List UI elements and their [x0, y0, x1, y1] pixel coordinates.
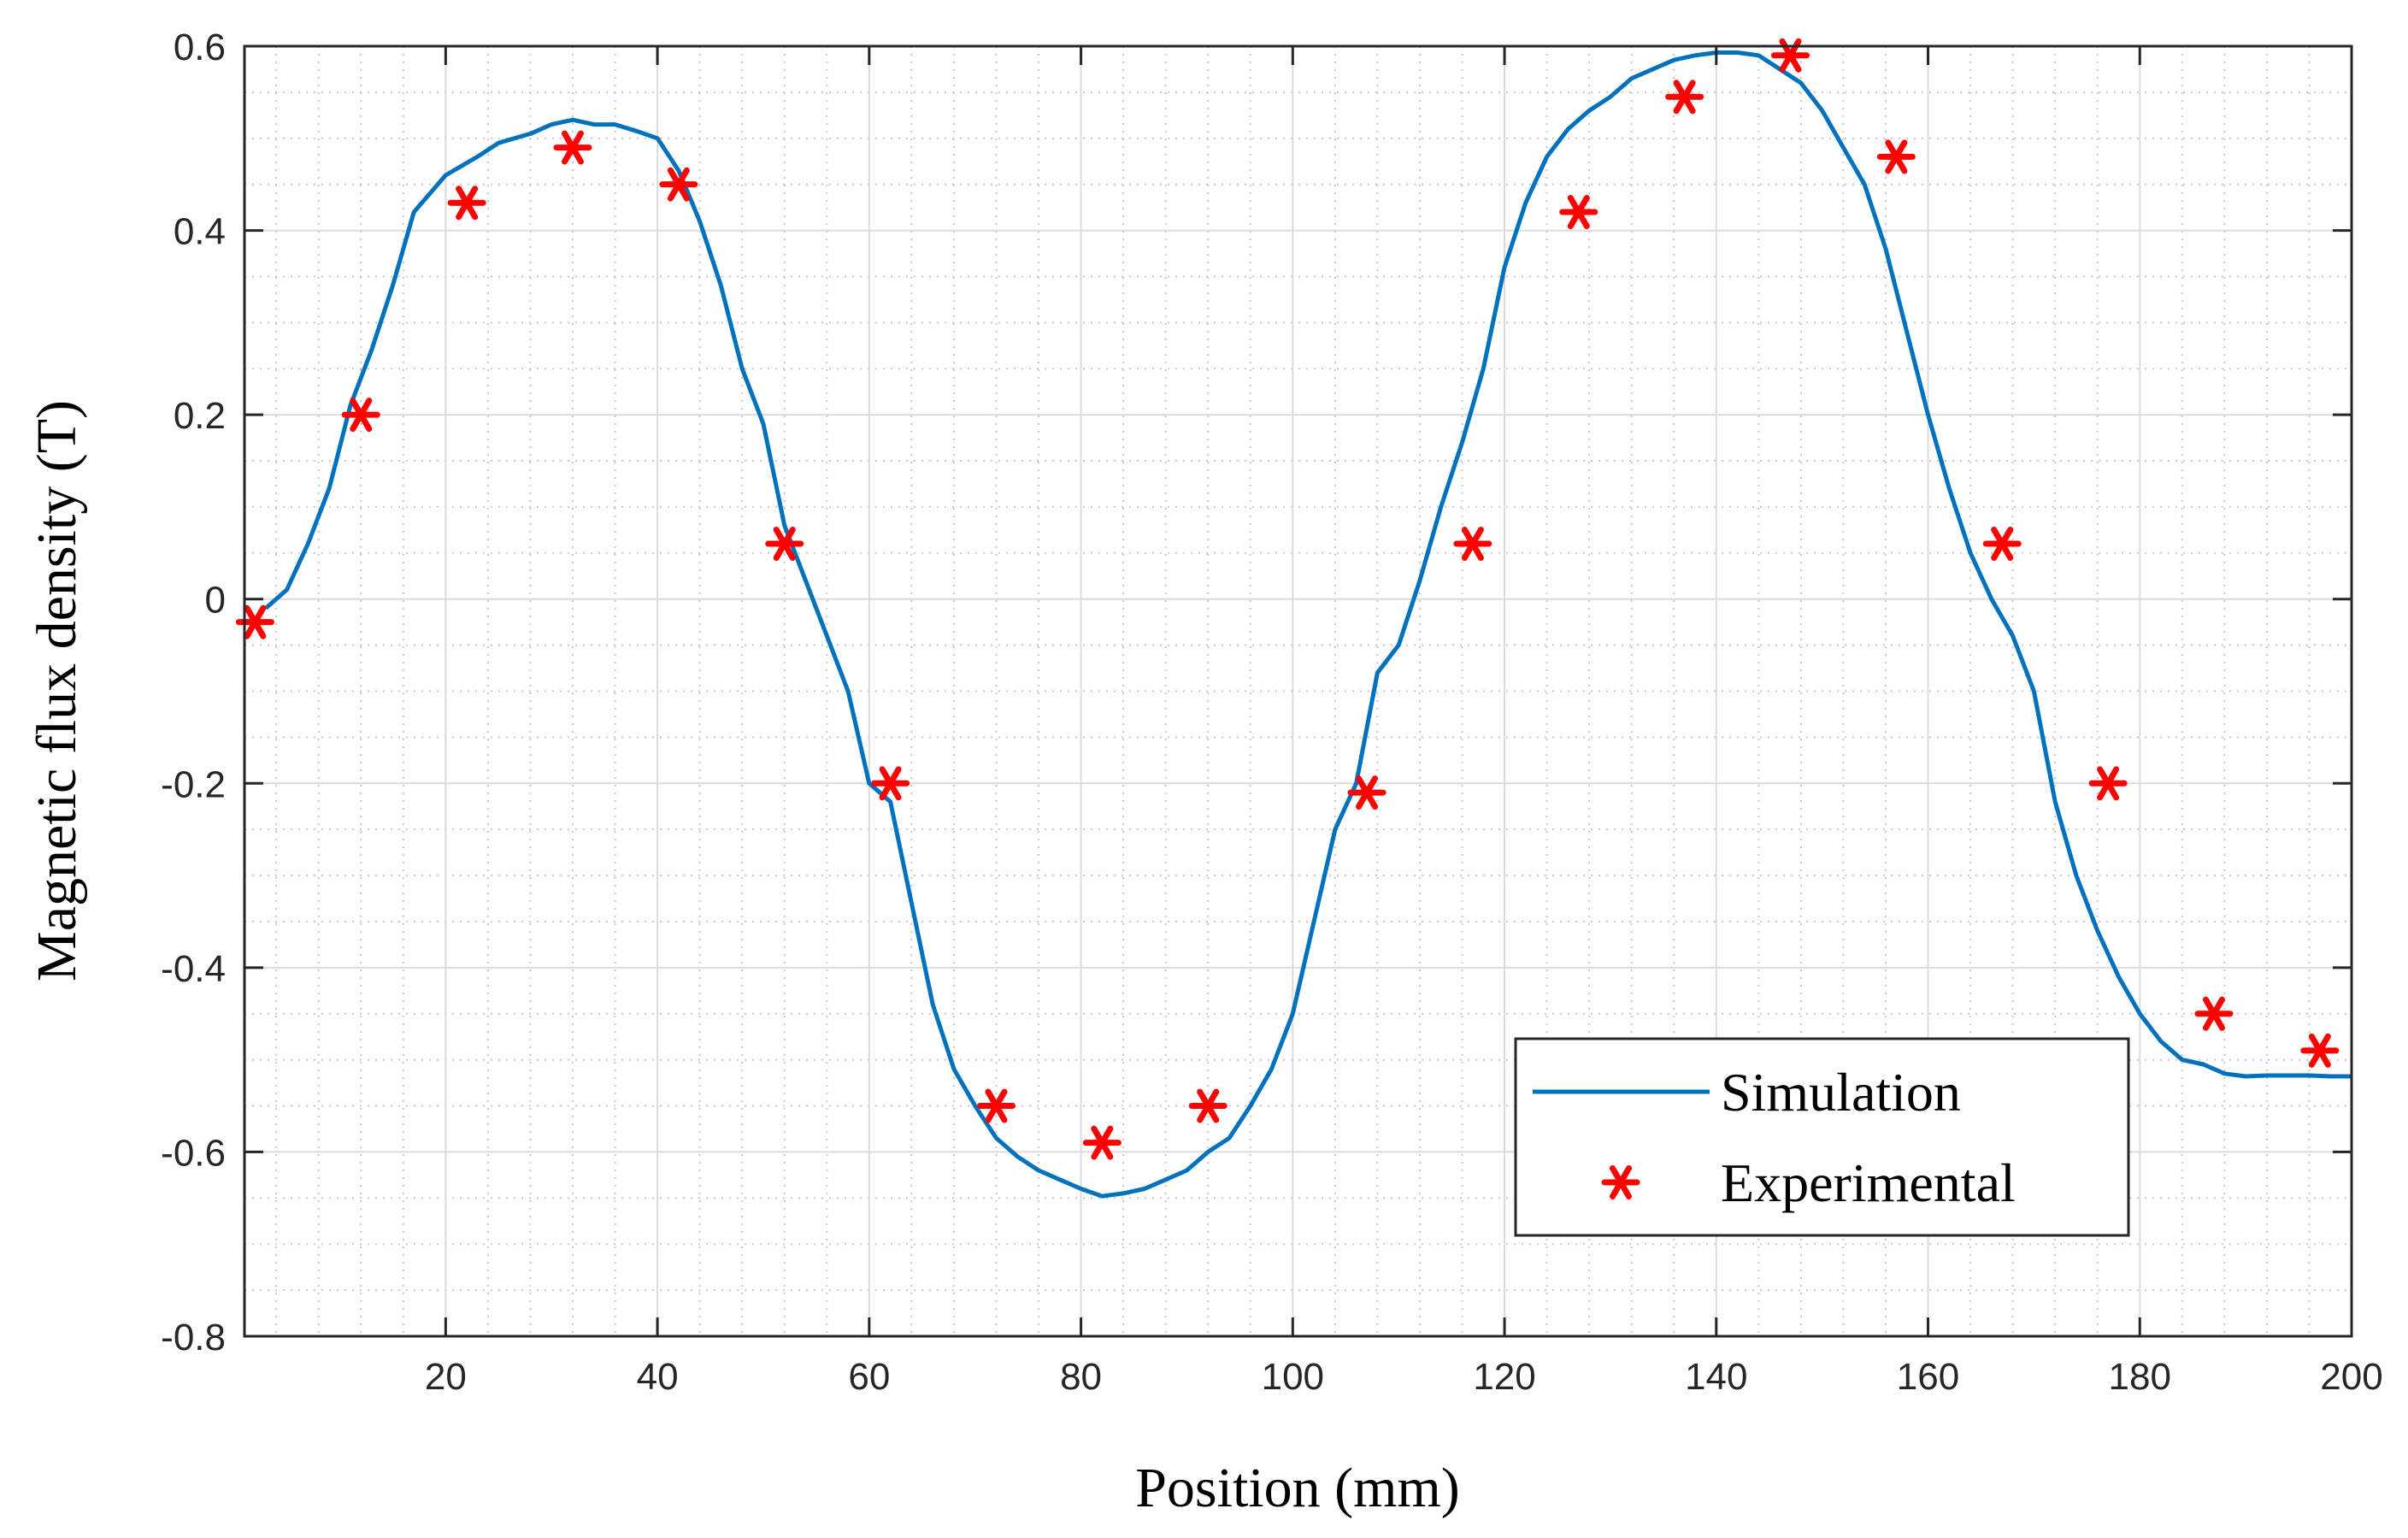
asterisk-stroke [1885, 139, 1908, 174]
experimental-point [1982, 527, 2022, 561]
experimental-point [341, 398, 380, 433]
y-tick-label: 0.4 [174, 211, 226, 253]
asterisk-stroke [561, 130, 584, 165]
asterisk-stroke [2097, 766, 2120, 801]
experimental-point [2194, 996, 2234, 1031]
asterisk-stroke [1991, 527, 2014, 561]
asterisk-stroke [2308, 1033, 2331, 1068]
asterisk-stroke [667, 167, 690, 202]
x-tick-label: 60 [848, 1356, 890, 1398]
experimental-point [1347, 775, 1387, 810]
asterisk-stroke [1091, 1125, 1114, 1160]
x-tick-label: 20 [425, 1356, 467, 1398]
y-tick-label: 0 [205, 580, 226, 622]
y-tick-label: -0.2 [161, 763, 226, 805]
experimental-point [2300, 1033, 2340, 1068]
asterisk-stroke [244, 604, 267, 639]
experimental-point [871, 766, 910, 801]
y-tick-label: 0.2 [174, 395, 226, 437]
x-tick-label: 80 [1060, 1356, 1102, 1398]
legend-experimental-asterisk-icon [1601, 1165, 1640, 1199]
y-tick-label: -0.4 [161, 948, 226, 990]
asterisk-stroke [1197, 1088, 1220, 1123]
y-tick-label: -0.8 [161, 1317, 226, 1358]
experimental-point [976, 1088, 1016, 1123]
asterisk-stroke [456, 186, 479, 221]
x-tick-label: 140 [1685, 1356, 1747, 1398]
experimental-point [2088, 766, 2128, 801]
asterisk-stroke [350, 398, 373, 433]
x-tick-label: 180 [2109, 1356, 2171, 1398]
asterisk-stroke [1567, 195, 1590, 229]
experimental-point [1876, 139, 1916, 174]
x-tick-label: 100 [1262, 1356, 1324, 1398]
series-layer [235, 38, 2352, 1199]
y-tick-labels: -0.8 -0.6 -0.4 -0.2 0 0.2 0.4 0.6 [161, 27, 226, 1358]
tick-marks [244, 44, 2353, 1338]
experimental-point [447, 186, 486, 221]
y-tick-label: -0.6 [161, 1132, 226, 1174]
asterisk-stroke [1356, 775, 1379, 810]
asterisk-stroke [1610, 1165, 1632, 1199]
experimental-point [1665, 80, 1704, 115]
experimental-point [1188, 1088, 1228, 1123]
x-axis-label: Position (mm) [1135, 1457, 1460, 1519]
experimental-point [659, 167, 698, 202]
y-axis-label: Magnetic flux density (T) [26, 400, 88, 981]
experimental-point [765, 527, 804, 561]
asterisk-stroke [1673, 80, 1696, 115]
y-tick-label: 0.6 [174, 27, 226, 68]
plot-frame [243, 44, 2353, 1338]
asterisk-stroke [879, 766, 902, 801]
asterisk-stroke [773, 527, 796, 561]
simulation-line [264, 50, 2352, 1199]
x-tick-labels: 20 40 60 80 100 120 140 160 180 200 [425, 1356, 2383, 1398]
asterisk-stroke [2202, 996, 2225, 1031]
legend-box [1514, 1037, 2130, 1237]
legend: Simulation Experimental [1514, 1037, 2130, 1237]
experimental-point [553, 130, 592, 165]
x-tick-label: 160 [1897, 1356, 1959, 1398]
asterisk-stroke [985, 1088, 1008, 1123]
legend-asterisk [1601, 1165, 1640, 1199]
experimental-point [1559, 195, 1598, 229]
legend-experimental-label: Experimental [1721, 1152, 2016, 1213]
experimental-point [1453, 527, 1492, 561]
asterisk-stroke [1461, 527, 1484, 561]
x-tick-label: 200 [2320, 1356, 2382, 1398]
x-tick-label: 120 [1473, 1356, 1535, 1398]
x-tick-label: 40 [637, 1356, 679, 1398]
legend-simulation-label: Simulation [1721, 1062, 1961, 1123]
experimental-point [1082, 1125, 1122, 1160]
